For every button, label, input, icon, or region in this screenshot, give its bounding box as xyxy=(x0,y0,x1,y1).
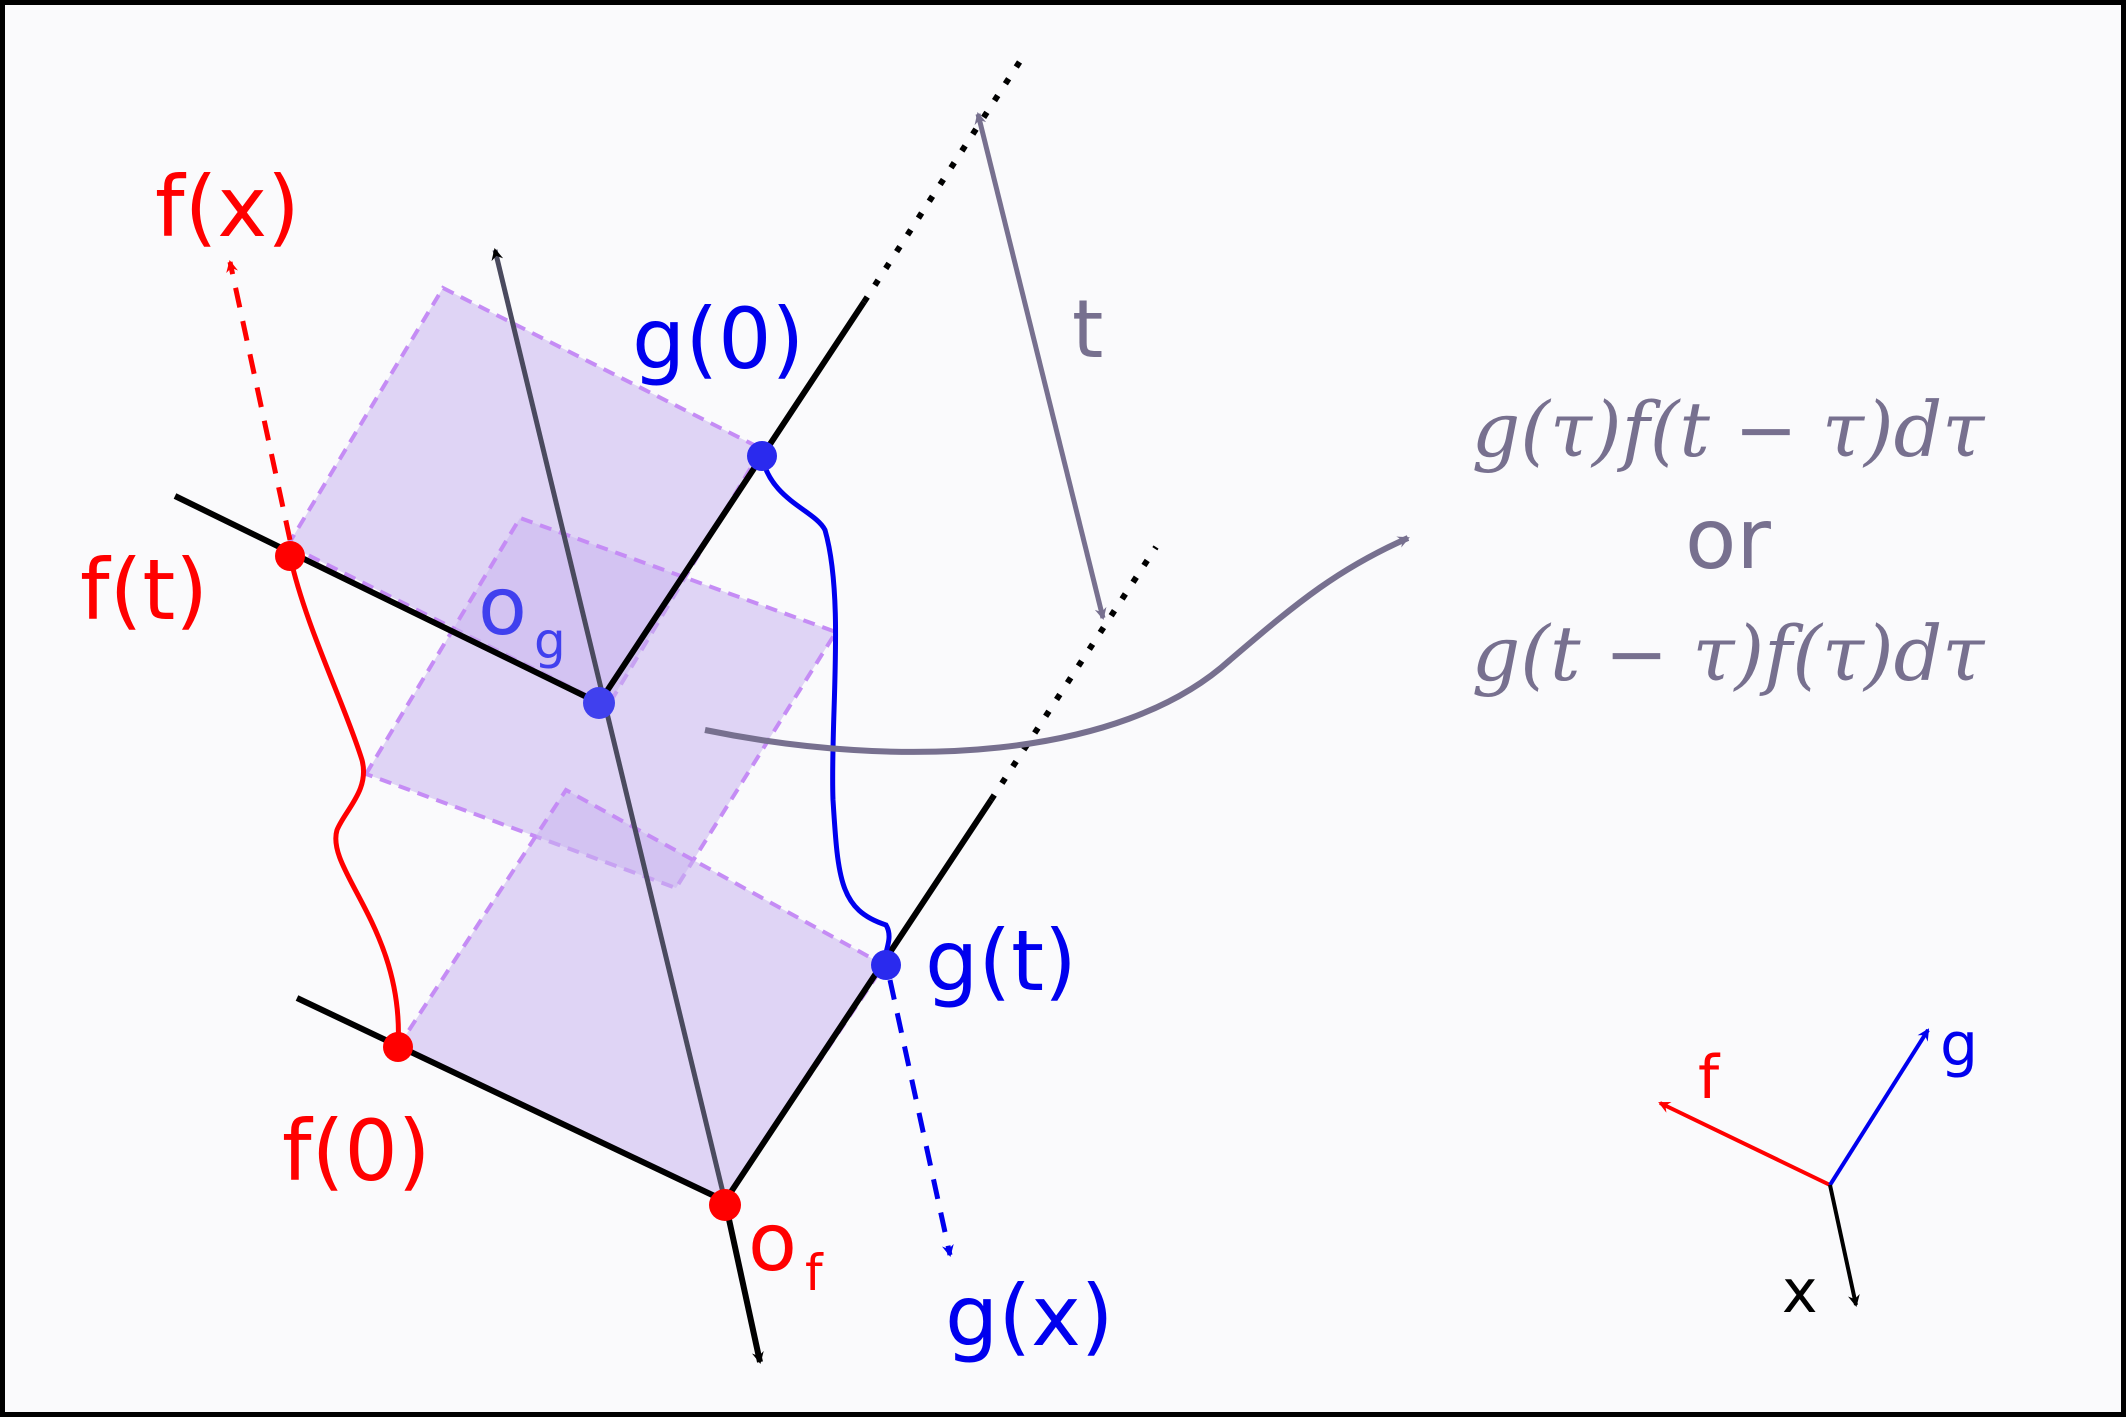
f-axis-line-top xyxy=(173,493,601,706)
o-f-main: o xyxy=(748,1196,797,1289)
g-curve xyxy=(759,455,892,961)
legend-g-label: g xyxy=(1940,1010,1978,1080)
o-f-point xyxy=(709,1189,741,1221)
f-axis-line-bottom xyxy=(295,995,727,1204)
o-f-label: o f xyxy=(748,1196,824,1302)
o-g-main: o xyxy=(478,560,527,653)
o-g-label: o g xyxy=(478,560,566,670)
g-0-label: g(0) xyxy=(632,290,804,388)
g-axis-line-lower xyxy=(722,798,994,1203)
legend-f-label: f xyxy=(1698,1043,1721,1113)
f-0-point xyxy=(383,1032,413,1062)
formula-bottom: g(t − τ)f(τ)dτ xyxy=(1472,609,1987,698)
formula-pointer-arrow xyxy=(704,535,1410,755)
formula-or: or xyxy=(1685,490,1771,588)
formula-top: g(τ)f(t − τ)dτ xyxy=(1472,385,1987,474)
t-measure-arrow xyxy=(974,112,1107,620)
g-t-point xyxy=(871,950,901,980)
o-f-subscript: f xyxy=(805,1244,824,1302)
f-x-dashed-arrow xyxy=(226,260,293,541)
g-x-label: g(x) xyxy=(945,1267,1114,1365)
o-g-point xyxy=(583,687,615,719)
t-label: t xyxy=(1072,283,1103,376)
f-0-label: f(0) xyxy=(282,1102,431,1200)
o-g-subscript: g xyxy=(534,612,566,670)
f-t-label: f(t) xyxy=(80,541,208,639)
g-axis-line-upper-dotted xyxy=(861,50,1029,304)
x-axis-arrow-down xyxy=(722,1200,764,1364)
legend-f-arrow xyxy=(1658,1101,1831,1187)
g-axis-line-upper xyxy=(596,300,867,705)
f-t-point xyxy=(275,541,305,571)
axes xyxy=(173,50,1159,1364)
f-curve xyxy=(287,555,401,1048)
axes-legend: f g x xyxy=(1658,1010,1978,1327)
legend-g-arrow xyxy=(1828,1028,1930,1187)
legend-x-arrow xyxy=(1828,1184,1860,1307)
g-t-label: g(t) xyxy=(925,912,1077,1010)
g-x-dashed-arrow xyxy=(887,979,954,1257)
f-x-label: f(x) xyxy=(155,158,300,256)
x-axis-line xyxy=(491,248,728,1202)
g-0-point xyxy=(747,441,777,471)
legend-x-label: x xyxy=(1782,1257,1818,1327)
g-axis-line-lower-dotted xyxy=(988,545,1159,802)
